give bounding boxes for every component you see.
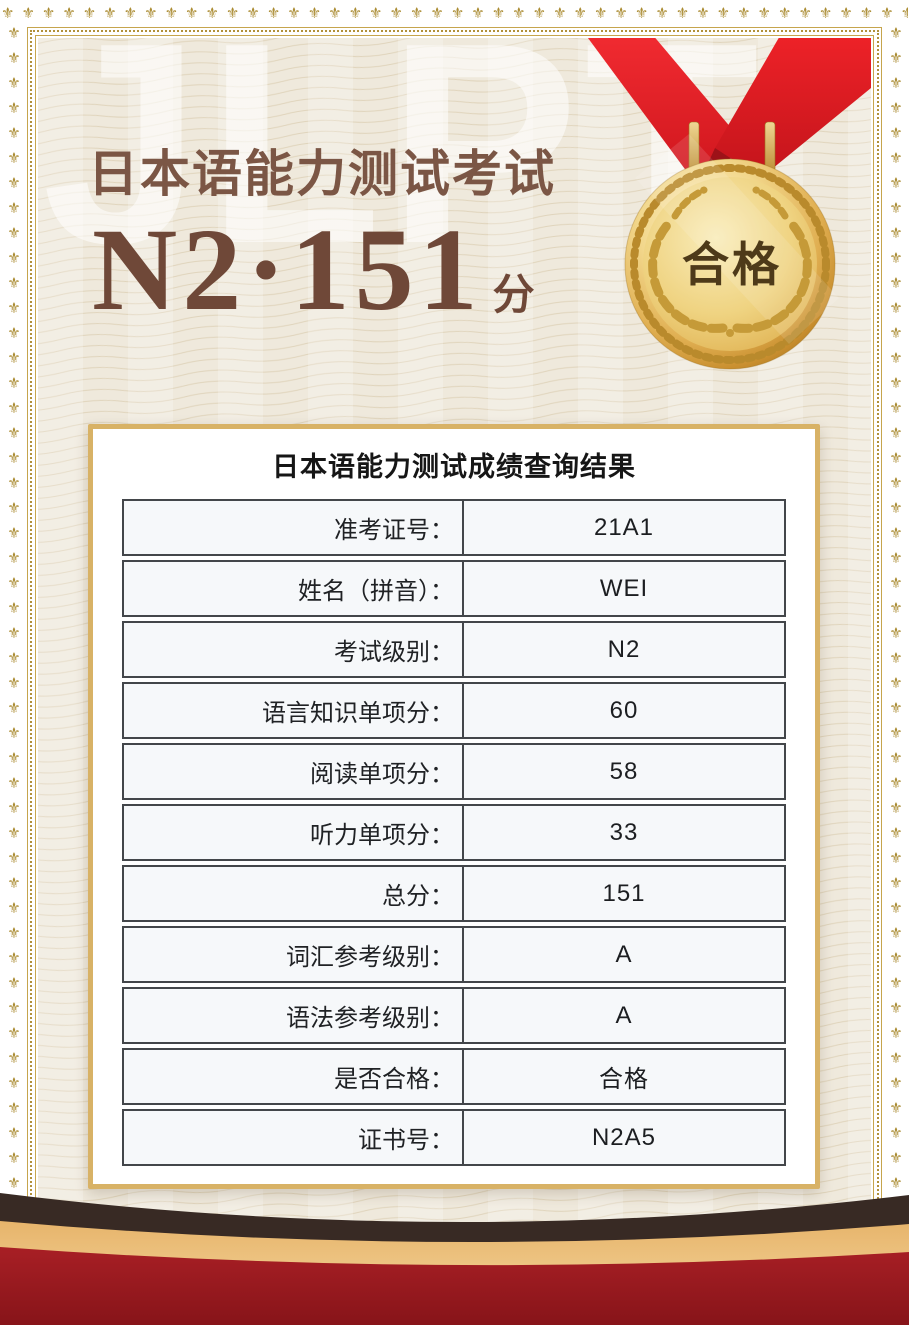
score-value: N2·151 bbox=[92, 204, 483, 335]
row-value: 58 bbox=[609, 757, 639, 785]
row-label: 语言知识单项分： bbox=[124, 684, 464, 737]
row-value: 151 bbox=[602, 879, 646, 907]
results-card-title: 日本语能力测试成绩查询结果 bbox=[272, 452, 636, 482]
row-label: 姓名（拼音）： bbox=[124, 562, 464, 615]
row-label: 证书号： bbox=[124, 1111, 464, 1164]
medal-label: 合格 bbox=[682, 238, 782, 291]
ribbon-left-strap bbox=[587, 38, 748, 180]
row-value: N2A5 bbox=[591, 1123, 657, 1151]
table-row: 考试级别： N2 bbox=[122, 621, 786, 678]
laurel-wreath bbox=[648, 186, 812, 333]
border-ornament-left: ⚜⚜⚜⚜⚜⚜⚜⚜⚜⚜⚜⚜⚜⚜⚜⚜⚜⚜⚜⚜⚜⚜⚜⚜⚜⚜⚜⚜⚜⚜⚜⚜⚜⚜⚜⚜⚜⚜⚜⚜… bbox=[1, 24, 26, 1325]
table-row: 阅读单项分： 58 bbox=[122, 743, 786, 800]
row-label: 阅读单项分： bbox=[124, 745, 464, 798]
table-row: 是否合格： 合格 bbox=[122, 1048, 786, 1105]
band-red bbox=[0, 1247, 909, 1325]
score-unit: 分 bbox=[492, 273, 535, 319]
table-row: 姓名（拼音）： WEI bbox=[122, 560, 786, 617]
row-label: 考试级别： bbox=[124, 623, 464, 676]
row-label: 词汇参考级别： bbox=[124, 928, 464, 981]
row-value: A bbox=[615, 940, 633, 968]
bottom-decorative-bands bbox=[0, 1193, 909, 1325]
row-label: 准考证号： bbox=[124, 501, 464, 554]
score-headline: N2·151 分 bbox=[92, 196, 535, 344]
results-table: 准考证号： 21A1 姓名（拼音）： WEI 考试级别： N2 语言知识单项分：… bbox=[122, 499, 786, 1166]
exam-title: 日本语能力测试考试 bbox=[88, 146, 556, 202]
row-value: WEI bbox=[599, 574, 649, 602]
results-card: 日本语能力测试成绩查询结果 准考证号： 21A1 姓名（拼音）： WEI 考试级… bbox=[88, 424, 820, 1189]
row-value: N2 bbox=[607, 635, 641, 663]
row-label: 语法参考级别： bbox=[124, 989, 464, 1042]
row-label: 总分： bbox=[124, 867, 464, 920]
row-label: 是否合格： bbox=[124, 1050, 464, 1103]
row-value: 21A1 bbox=[593, 513, 655, 541]
medal-inner-disc bbox=[643, 177, 817, 351]
table-row: 词汇参考级别： A bbox=[122, 926, 786, 983]
table-row: 准考证号： 21A1 bbox=[122, 499, 786, 556]
row-value: 合格 bbox=[599, 1066, 649, 1093]
pass-medal: 合格 bbox=[587, 38, 871, 370]
row-label: 听力单项分： bbox=[124, 806, 464, 859]
border-ornament-right: ⚜⚜⚜⚜⚜⚜⚜⚜⚜⚜⚜⚜⚜⚜⚜⚜⚜⚜⚜⚜⚜⚜⚜⚜⚜⚜⚜⚜⚜⚜⚜⚜⚜⚜⚜⚜⚜⚜⚜⚜… bbox=[883, 24, 908, 1325]
border-ornament-top: ⚜⚜⚜⚜⚜⚜⚜⚜⚜⚜⚜⚜⚜⚜⚜⚜⚜⚜⚜⚜⚜⚜⚜⚜⚜⚜⚜⚜⚜⚜⚜⚜⚜⚜⚜⚜⚜⚜⚜⚜… bbox=[1, 5, 908, 22]
ribbon-right-strap bbox=[715, 38, 871, 178]
certificate-field: JLPT 日本语能力测试考试 N2·151 分 bbox=[38, 38, 871, 1287]
wreath-base-dot bbox=[726, 329, 734, 337]
medal-highlight bbox=[635, 134, 839, 344]
table-row: 听力单项分： 33 bbox=[122, 804, 786, 861]
row-value: 60 bbox=[609, 696, 639, 724]
table-row: 总分： 151 bbox=[122, 865, 786, 922]
table-row: 语言知识单项分： 60 bbox=[122, 682, 786, 739]
row-value: 33 bbox=[609, 818, 639, 846]
table-row: 证书号： N2A5 bbox=[122, 1109, 786, 1166]
row-value: A bbox=[615, 1001, 633, 1029]
table-row: 语法参考级别： A bbox=[122, 987, 786, 1044]
medal-bead-ring bbox=[630, 164, 830, 364]
